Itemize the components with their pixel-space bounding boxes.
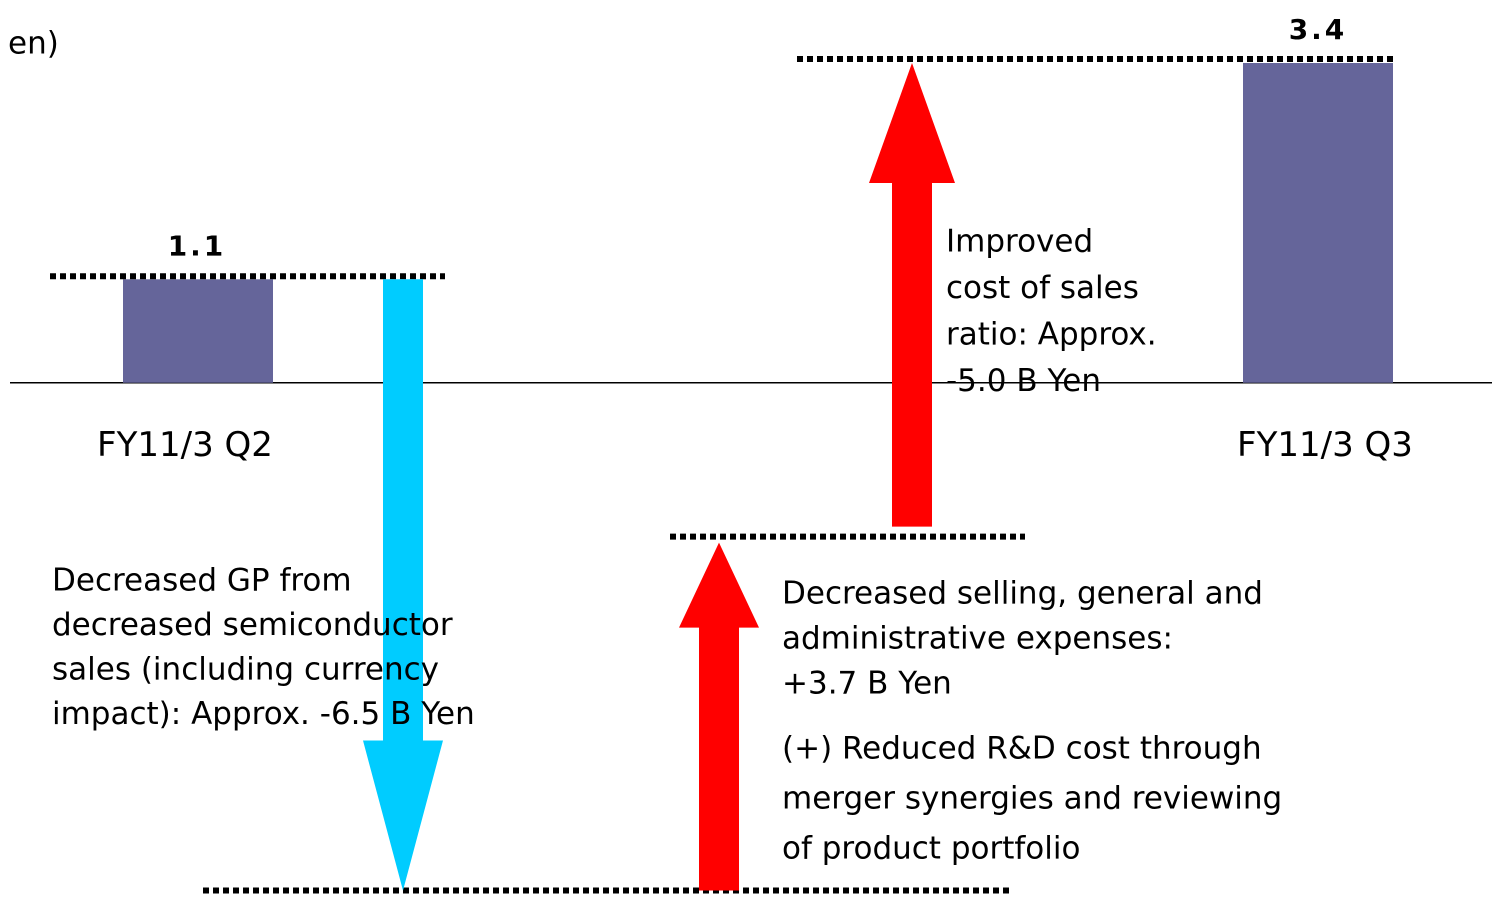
annotation: (+) Reduced R&D cost through <box>782 731 1262 767</box>
annotation: merger synergies and reviewing <box>782 781 1282 817</box>
annotation: decreased semiconductor <box>52 607 453 643</box>
annotation: Decreased selling, general and <box>782 576 1263 612</box>
annotation: cost of sales <box>946 270 1139 306</box>
unit-label: en) <box>8 26 59 62</box>
annotation: sales (including currency <box>52 652 439 688</box>
bar <box>123 279 273 383</box>
bar <box>1243 63 1393 383</box>
annotation: administrative expenses: <box>782 621 1173 657</box>
annotation: -5.0 B Yen <box>946 363 1101 399</box>
increase-arrow <box>869 63 955 527</box>
annotation: impact): Approx. -6.5 B Yen <box>52 696 475 732</box>
category-label: FY11/3 Q3 <box>1237 425 1413 465</box>
annotation: Improved <box>946 224 1093 260</box>
annotation: +3.7 B Yen <box>782 666 952 702</box>
value-label: 1.1 <box>168 229 227 262</box>
annotation: of product portfolio <box>782 831 1080 867</box>
value-label: 3.4 <box>1289 13 1348 46</box>
category-label: FY11/3 Q2 <box>97 425 273 465</box>
annotation: ratio: Approx. <box>946 317 1157 353</box>
increase-arrow <box>679 542 759 891</box>
annotation: Decreased GP from <box>52 563 352 599</box>
decrease-arrow <box>363 279 443 891</box>
